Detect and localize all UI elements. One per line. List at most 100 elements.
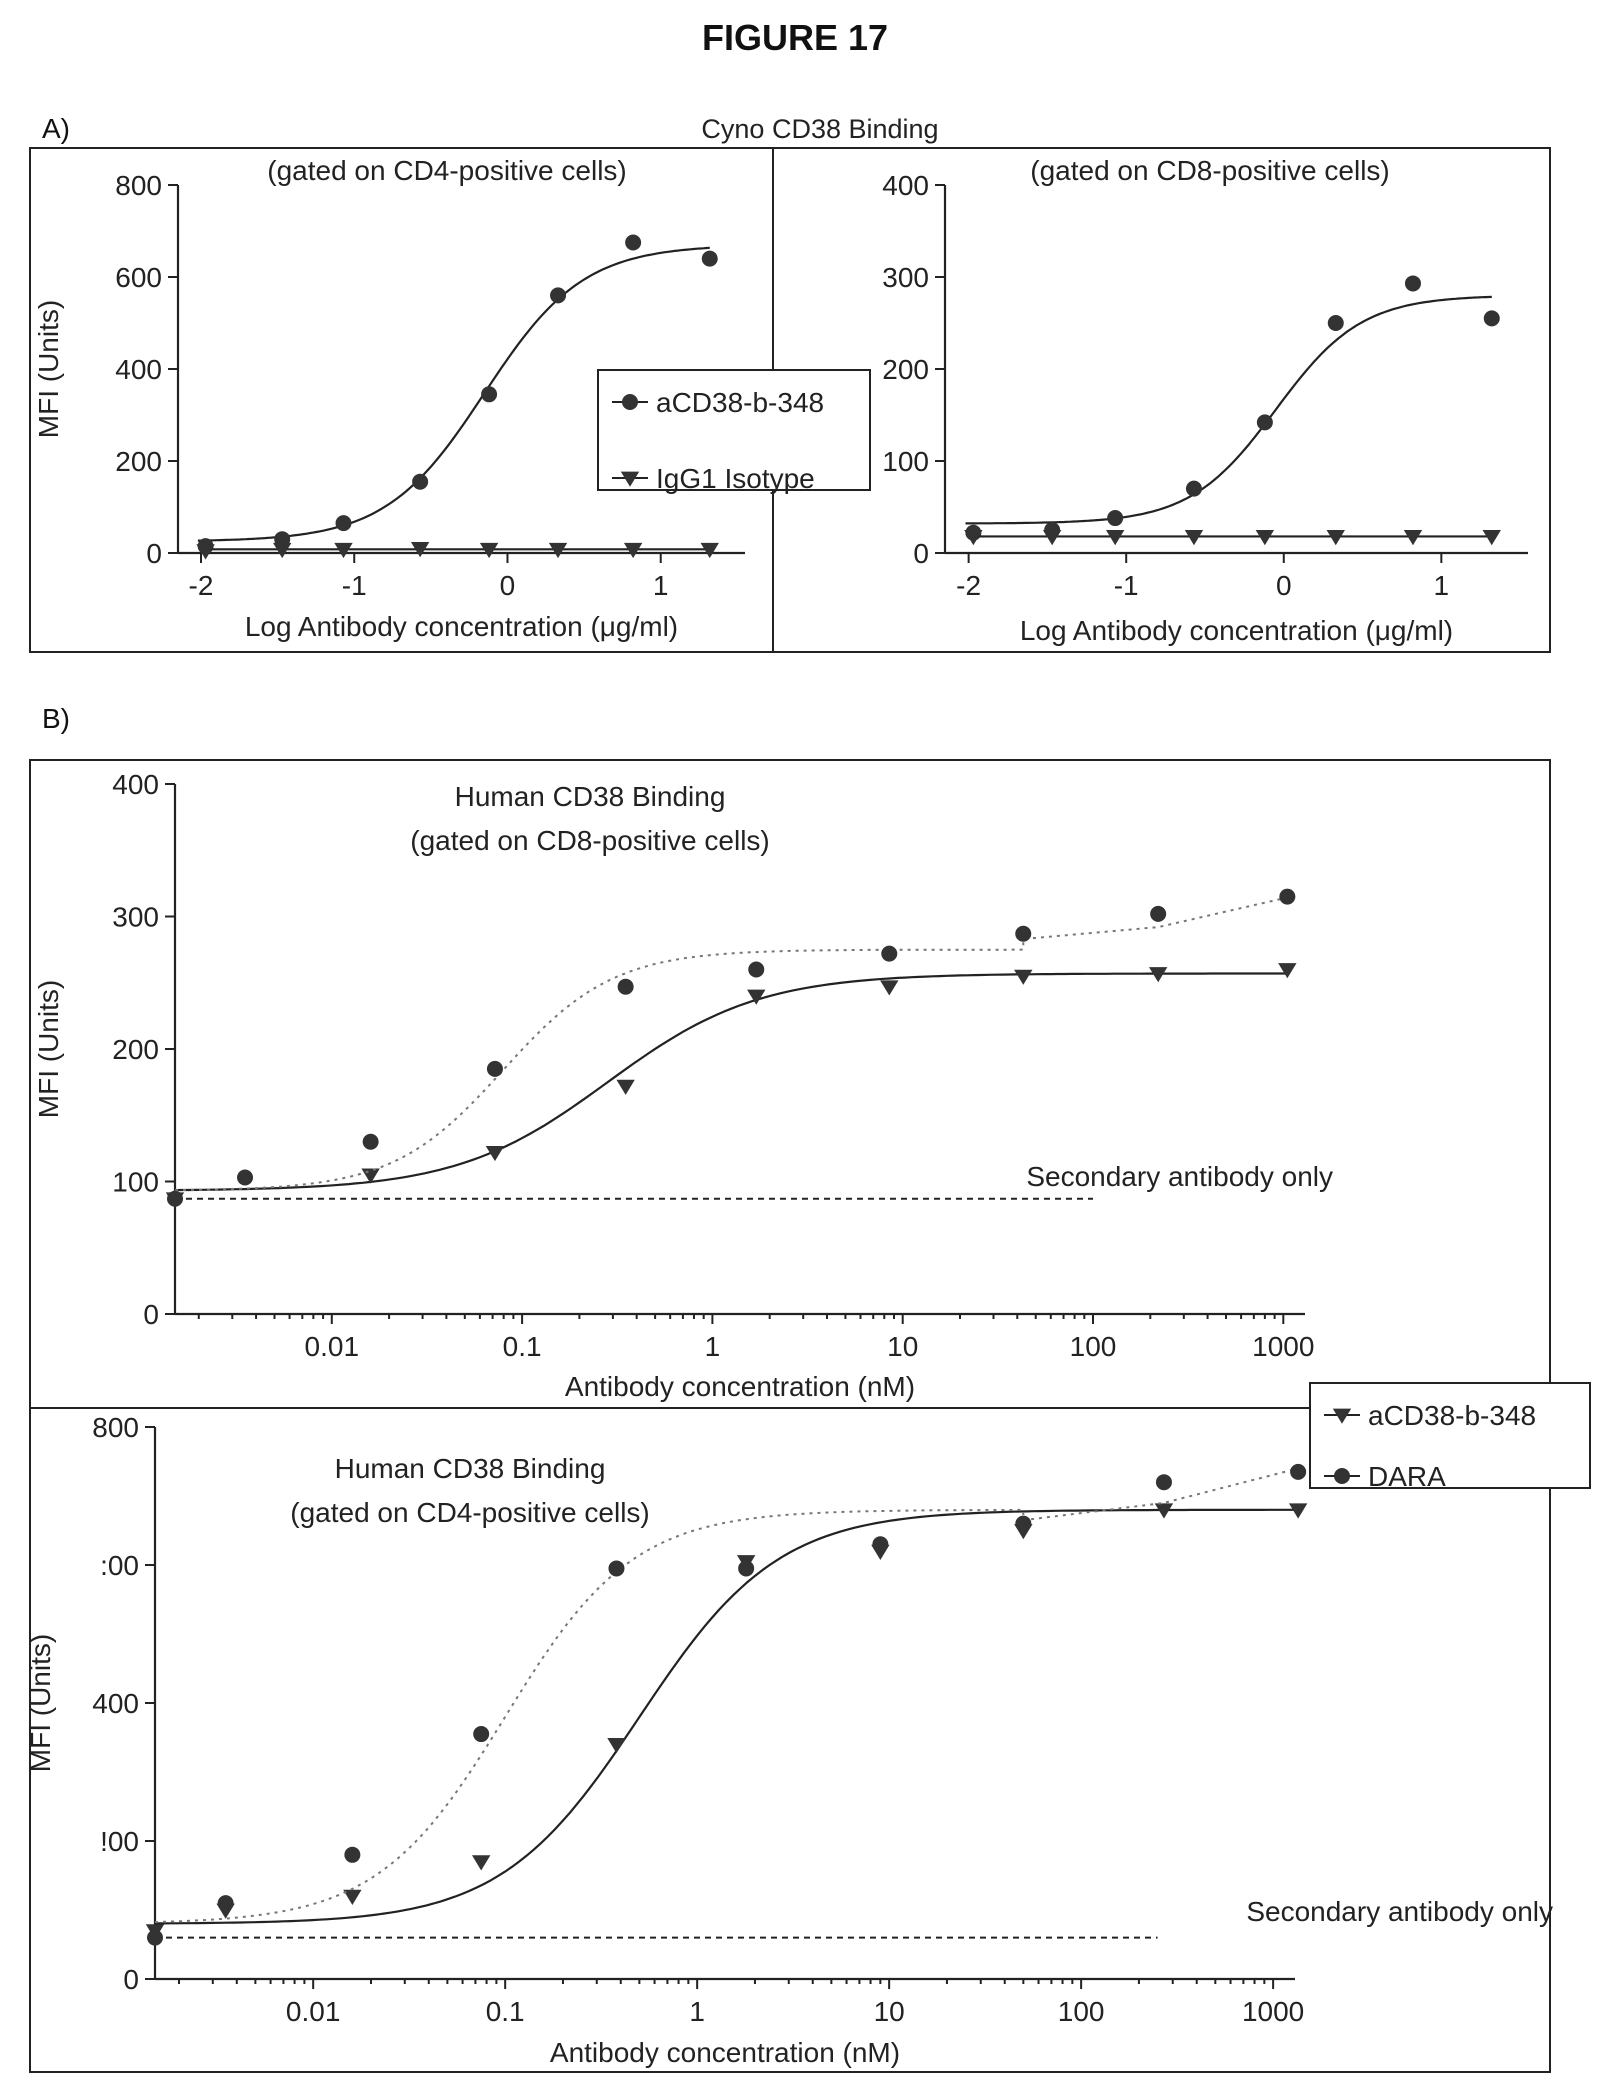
y-tick-label: 400 <box>112 769 159 800</box>
data-point <box>412 473 429 490</box>
data-point <box>1326 530 1345 546</box>
panel-a-title: Cyno CD38 Binding <box>701 114 938 144</box>
data-point <box>335 515 352 532</box>
data-point <box>334 542 353 559</box>
fit-curve <box>965 295 1492 525</box>
y-tick-label: 400 <box>882 170 929 201</box>
data-point <box>473 1726 490 1743</box>
chart-title-line: Human CD38 Binding <box>335 1453 606 1484</box>
series-dara <box>167 888 1296 1207</box>
x-tick-label: 100 <box>1058 1996 1105 2027</box>
data-point <box>1482 530 1501 546</box>
data-point <box>1150 905 1167 922</box>
x-tick-label: 1 <box>653 570 669 601</box>
data-point <box>217 1895 234 1912</box>
data-point <box>607 1738 626 1754</box>
data-point <box>1483 310 1500 327</box>
x-tick-label: 1 <box>689 1996 705 2027</box>
series-acd38-b-348 <box>197 234 718 555</box>
x-axis-label: Log Antibody concentration (μg/ml) <box>1020 615 1453 646</box>
data-point <box>617 978 634 995</box>
data-point <box>343 1889 362 1905</box>
data-point <box>196 544 215 560</box>
data-point <box>273 542 292 559</box>
data-point <box>1148 967 1168 983</box>
legend-label: aCD38-b-348 <box>656 387 824 418</box>
chart-title-line: (gated on CD4-positive cells) <box>290 1497 650 1528</box>
data-point <box>747 989 766 1005</box>
data-point <box>1107 510 1124 527</box>
fit-curve <box>154 1467 1299 1923</box>
cyno-cd4-chart: 0 200 400 600 800 -2 -1 0 1 Log Antibody concentr… <box>33 155 871 642</box>
data-point <box>738 1560 755 1577</box>
data-point <box>1155 1474 1172 1491</box>
data-point <box>748 961 765 978</box>
data-point <box>344 1846 361 1863</box>
y-tick-label: 200 <box>115 446 162 477</box>
y-axis-label: MFI (Units) <box>25 1634 56 1772</box>
data-point <box>548 542 568 559</box>
data-point <box>410 542 430 558</box>
data-point <box>881 945 898 962</box>
data-point <box>1327 315 1344 331</box>
x-axis-label: Antibody concentration (nM) <box>565 1371 915 1402</box>
x-axis-label: Antibody concentration (nM) <box>550 2037 900 2068</box>
y-tick-label: 400 <box>115 354 162 385</box>
data-point <box>471 1855 491 1871</box>
x-tick-label: 0.1 <box>503 1331 542 1362</box>
x-tick-label: -1 <box>1114 570 1139 601</box>
data-point <box>625 234 642 251</box>
data-point <box>608 1560 625 1577</box>
y-tick-label: 300 <box>112 902 159 933</box>
data-point <box>1015 925 1032 942</box>
y-tick-label: 600 <box>115 262 162 293</box>
x-tick-label: -1 <box>342 570 367 601</box>
chart-title: (gated on CD8-positive cells) <box>1030 155 1390 186</box>
panel-a-frame <box>29 147 1551 653</box>
series-igg1-isotype <box>196 542 719 560</box>
data-point <box>1255 530 1275 546</box>
legend-marker <box>620 471 640 487</box>
y-tick-label: 200 <box>882 354 929 385</box>
y-axis-label: MFI (Units) <box>33 980 64 1118</box>
panel-a-label: A) <box>42 113 70 144</box>
annotation-secondary-antibody: Secondary antibody only <box>1246 1896 1553 1927</box>
data-point <box>700 542 719 559</box>
series-acd38-b-348 <box>965 275 1500 541</box>
data-point <box>1105 530 1125 546</box>
data-point <box>237 1169 254 1186</box>
data-point <box>1015 1515 1032 1532</box>
y-tick-label: 100 <box>882 446 929 477</box>
y-tick-label: !00 <box>100 1826 139 1857</box>
series-dara <box>147 1463 1307 1946</box>
chart-title: (gated on CD4-positive cells) <box>267 155 627 186</box>
x-tick-label: 1 <box>1434 570 1450 601</box>
data-point <box>623 542 643 559</box>
data-point <box>481 386 498 403</box>
figure-title: FIGURE 17 <box>702 17 888 58</box>
x-tick-label: -2 <box>956 570 981 601</box>
x-tick-label: 100 <box>1070 1331 1117 1362</box>
x-tick-label: 10 <box>874 1996 905 2027</box>
data-point <box>1290 1463 1307 1480</box>
data-point <box>1278 963 1297 979</box>
series-igg1-isotype <box>964 530 1501 546</box>
data-point <box>486 1060 503 1077</box>
y-tick-label: 0 <box>123 1964 139 1995</box>
data-point <box>1042 530 1062 546</box>
y-tick-label: 200 <box>112 1034 159 1065</box>
series-acd38-b-348 <box>145 1503 1308 1940</box>
data-point <box>550 287 567 304</box>
data-point <box>616 1079 635 1095</box>
annotation-secondary-antibody: Secondary antibody only <box>1026 1161 1333 1192</box>
y-tick-label: 400 <box>92 1688 139 1719</box>
legend: aCD38-b-348 IgG1 Isotype <box>597 369 871 494</box>
human-cd4-chart: 0 !00 400:00 800 0.01 0.1 1 10 100 1000 Antibody c… <box>25 1382 1591 2068</box>
human-cd8-chart: 0 100 200 300 400 0.01 0.1 1 10 100 1000 Antibody c… <box>33 769 1333 1402</box>
data-point <box>1014 969 1033 985</box>
fit-curve <box>174 895 1292 1192</box>
data-point <box>167 1190 183 1207</box>
panel-b-label: B) <box>42 703 70 734</box>
x-tick-label: 0.01 <box>305 1331 360 1362</box>
legend-box <box>1309 1382 1591 1489</box>
